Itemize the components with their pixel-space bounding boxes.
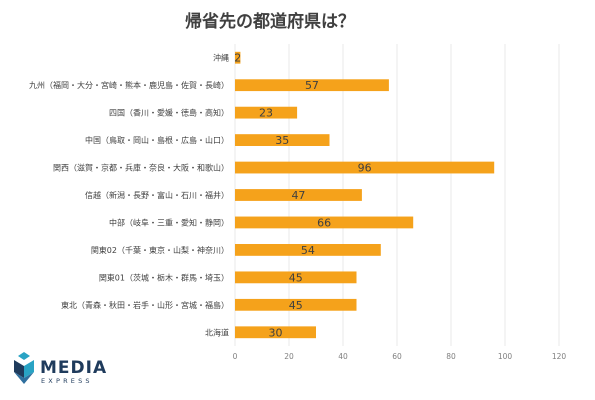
media-express-logo: MEDIA EXPRESS bbox=[14, 352, 107, 385]
bar bbox=[235, 51, 241, 64]
bar bbox=[235, 271, 357, 284]
x-axis-ticks: 0 20 40 60 80 100 120 bbox=[233, 352, 567, 361]
value-label: 57 bbox=[305, 79, 319, 92]
x-tick-label: 80 bbox=[446, 352, 456, 361]
category-label: 沖縄 bbox=[213, 53, 229, 63]
category-label: 北海道 bbox=[205, 327, 229, 337]
logo-name: MEDIA bbox=[40, 358, 107, 378]
x-tick-label: 0 bbox=[233, 352, 238, 361]
x-tick-label: 20 bbox=[284, 352, 294, 361]
category-label: 中国（鳥取・岡山・島根・広島・山口） bbox=[85, 135, 229, 145]
bar bbox=[235, 244, 381, 256]
bar bbox=[235, 161, 495, 174]
category-label: 関西（滋賀・京都・兵庫・奈良・大阪・和歌山） bbox=[53, 163, 229, 173]
value-label: 54 bbox=[301, 244, 315, 257]
bar bbox=[235, 106, 298, 119]
x-tick-label: 100 bbox=[498, 352, 513, 361]
x-tick-label: 120 bbox=[552, 352, 567, 361]
bar bbox=[235, 298, 357, 311]
category-label: 中部（岐阜・三重・愛知・静岡） bbox=[109, 217, 229, 227]
bar bbox=[235, 134, 330, 146]
category-label: 信越（新潟・長野・富山・石川・福井） bbox=[85, 190, 229, 200]
x-tick-label: 40 bbox=[338, 352, 348, 361]
category-label: 東北（青森・秋田・岩手・山形・宮城・福島） bbox=[61, 300, 229, 310]
value-label: 96 bbox=[358, 162, 372, 175]
value-label: 45 bbox=[289, 299, 303, 312]
category-label: 四国（香川・愛媛・徳島・高知） bbox=[109, 108, 229, 118]
chart-title: 帰省先の都道府県は？ bbox=[185, 11, 355, 32]
category-label: 関東01（茨城・栃木・群馬・埼玉） bbox=[99, 272, 229, 282]
logo-mark-icon bbox=[14, 352, 34, 384]
value-label: 66 bbox=[317, 216, 331, 229]
value-label: 45 bbox=[289, 271, 303, 284]
value-label: 23 bbox=[259, 107, 273, 120]
logo-subtitle: EXPRESS bbox=[41, 377, 93, 385]
category-label: 関東02（千葉・東京・山梨・神奈川） bbox=[91, 245, 229, 255]
category-label: 九州（福岡・大分・宮崎・熊本・鹿児島・佐賀・長崎） bbox=[29, 80, 229, 90]
bar bbox=[235, 189, 362, 201]
bar bbox=[235, 79, 389, 92]
bar bbox=[235, 326, 316, 339]
value-label: 2 bbox=[234, 52, 241, 65]
value-label: 30 bbox=[269, 326, 283, 339]
bar bbox=[235, 216, 414, 229]
value-label: 47 bbox=[291, 189, 305, 202]
value-labels: 2 57 23 35 96 47 66 54 45 45 30 bbox=[234, 52, 371, 340]
value-label: 35 bbox=[275, 134, 289, 147]
bars bbox=[235, 51, 495, 339]
x-tick-label: 60 bbox=[392, 352, 402, 361]
